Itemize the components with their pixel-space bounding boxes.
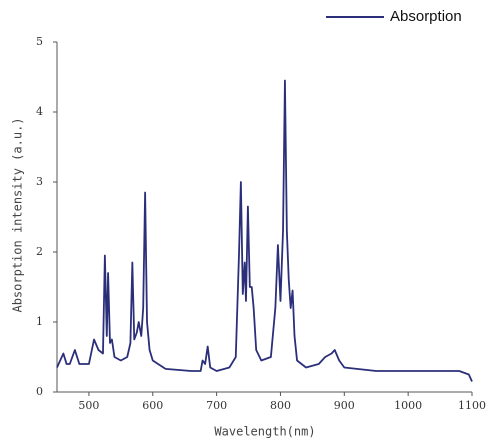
- y-tick-label: 2: [36, 245, 43, 258]
- x-tick-label: 800: [270, 399, 291, 412]
- x-tick-label: 900: [334, 399, 355, 412]
- y-tick-label: 4: [36, 105, 43, 118]
- y-tick-label: 1: [36, 315, 43, 328]
- y-axis-title: Absorption intensity (a.u.): [11, 117, 25, 312]
- x-tick-label: 1000: [394, 399, 422, 412]
- legend-label: Absorption: [390, 8, 462, 25]
- series-line: [56, 79, 473, 382]
- y-tick-label: 0: [36, 385, 43, 398]
- x-tick-label: 1100: [458, 399, 486, 412]
- y-tick-label: 3: [36, 175, 43, 188]
- x-tick-label: 700: [206, 399, 227, 412]
- x-tick-label: 600: [142, 399, 163, 412]
- y-tick-label: 5: [36, 35, 43, 48]
- x-axis-title: Wavelength(nm): [214, 425, 315, 439]
- x-tick-label: 500: [78, 399, 99, 412]
